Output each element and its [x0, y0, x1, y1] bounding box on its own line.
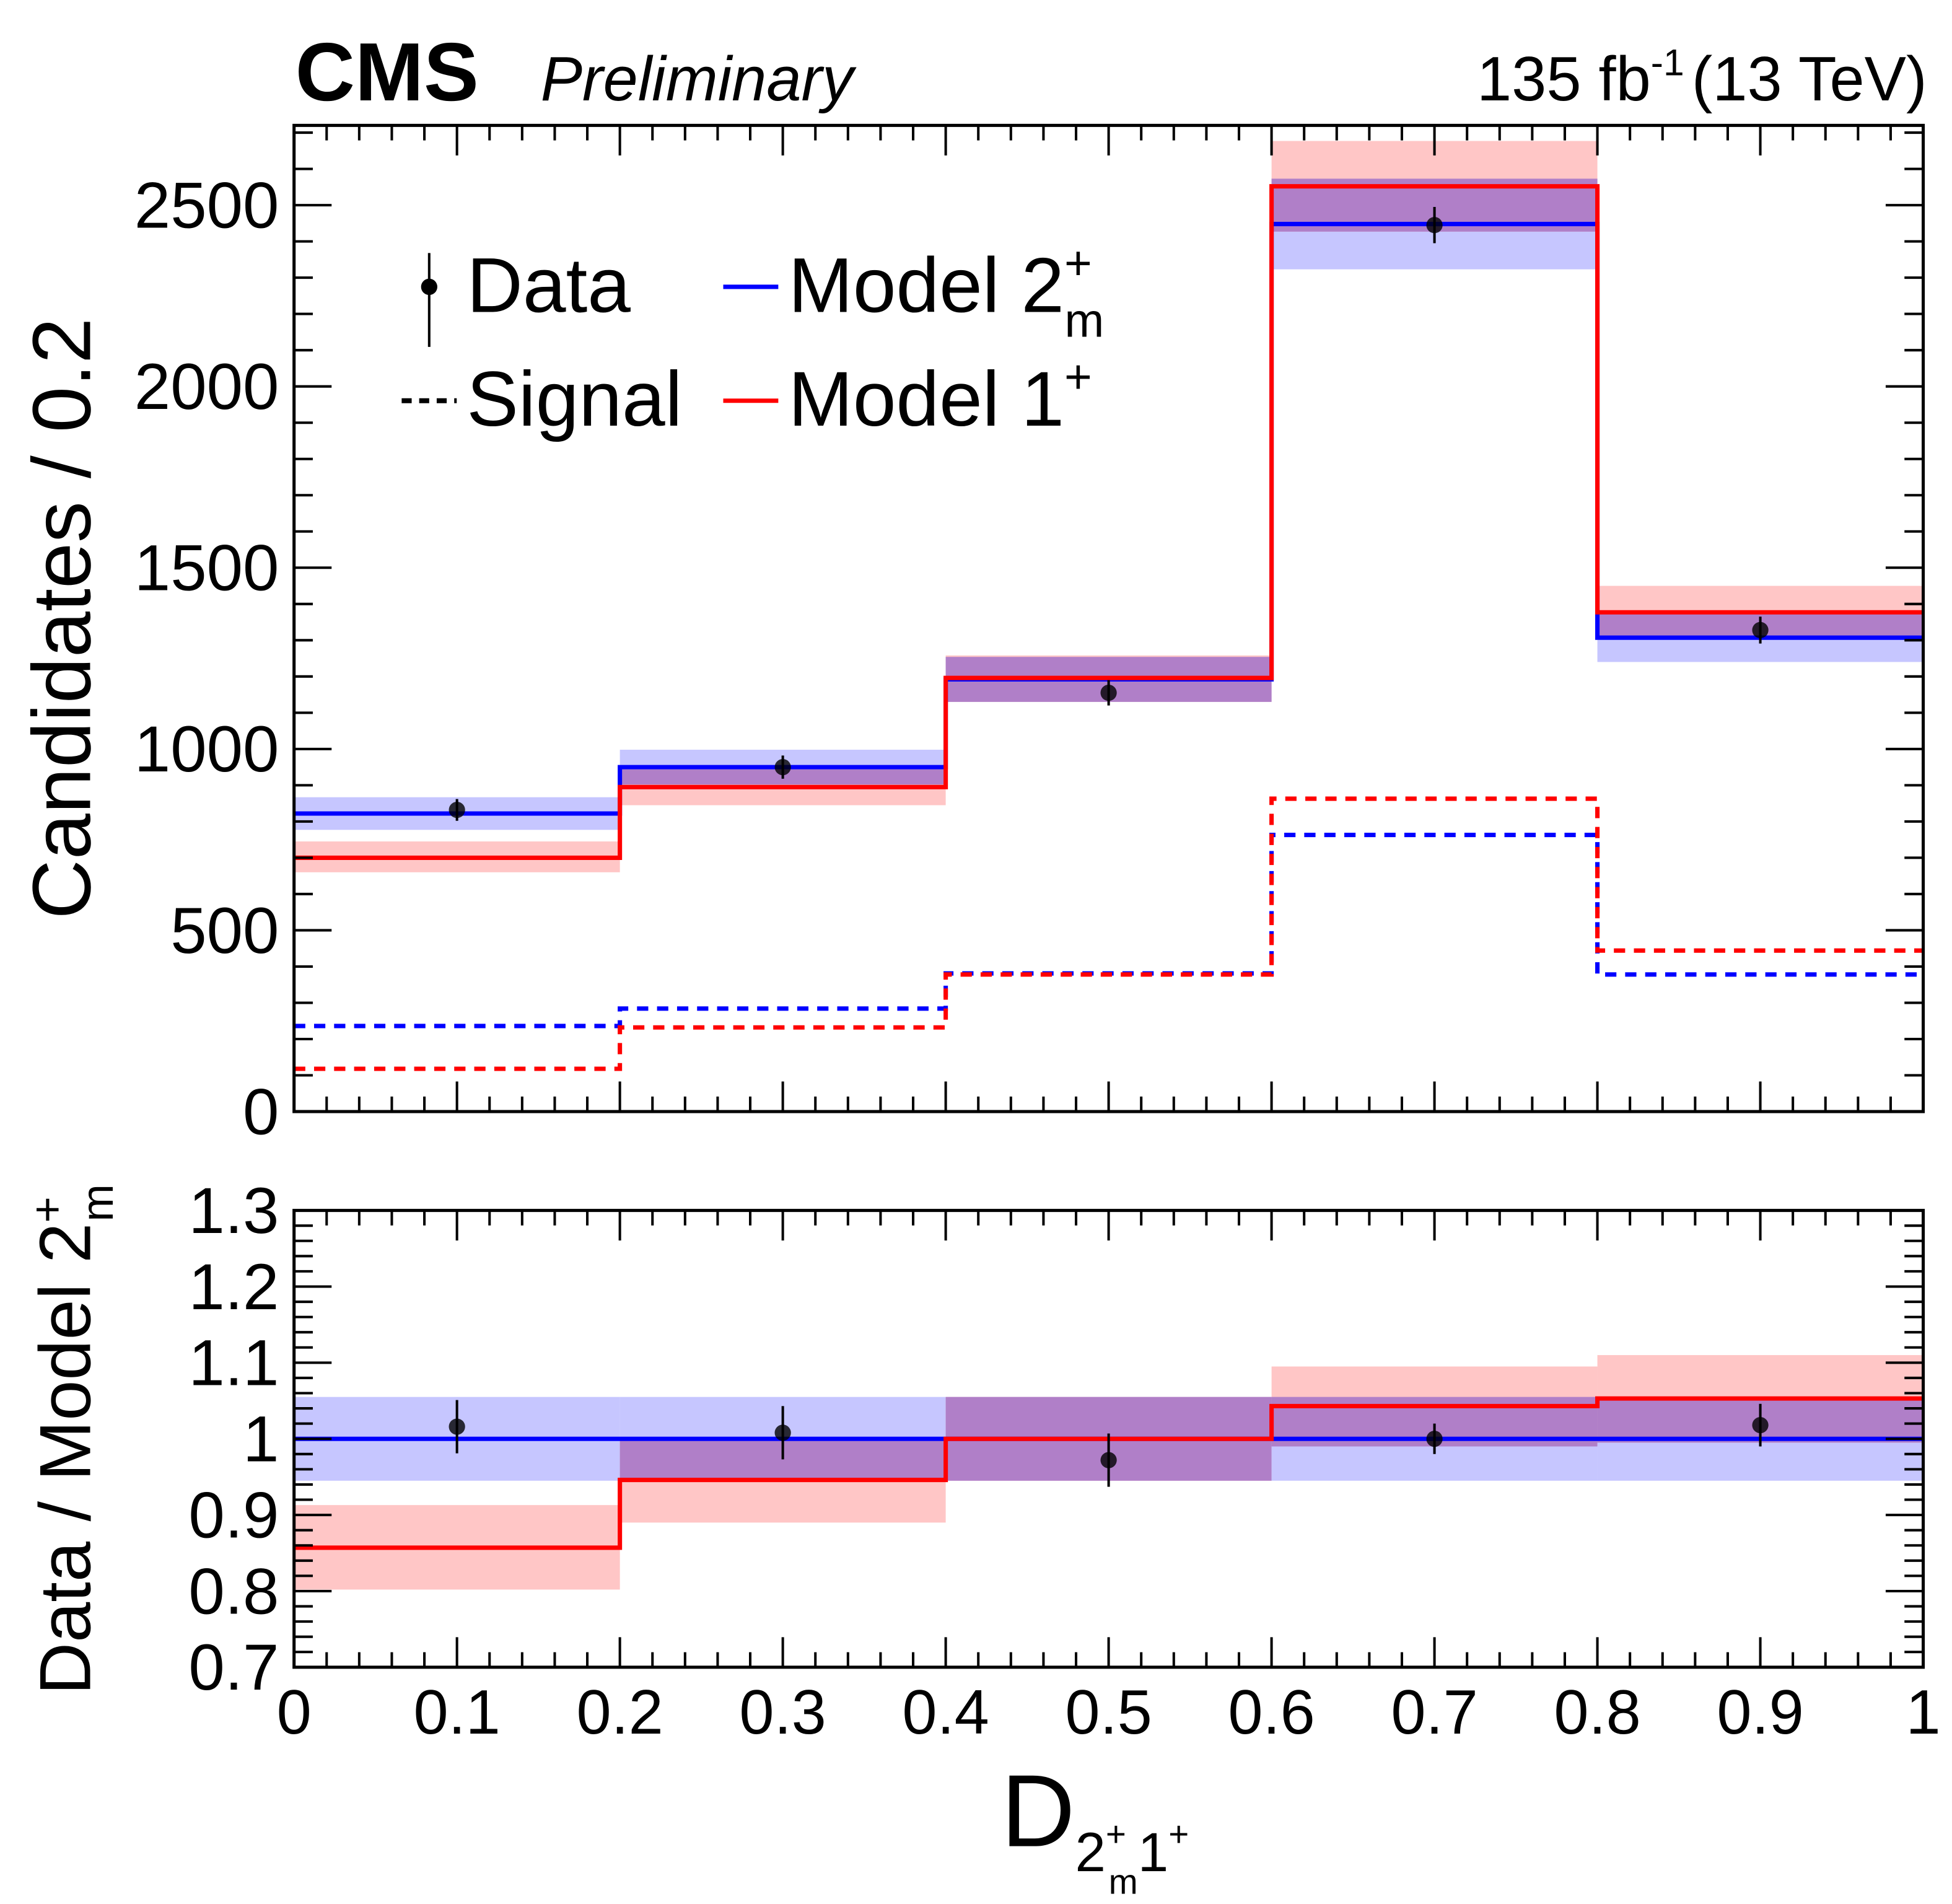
main-y-tick-label: 1000 — [134, 713, 279, 786]
x-tick-label: 0 — [277, 1678, 312, 1747]
preliminary-label: Preliminary — [541, 45, 857, 114]
main-y-tick-label: 2000 — [134, 351, 279, 423]
ratio-y-tick-label: 1.3 — [188, 1175, 279, 1247]
main-y-tick-label: 2500 — [134, 169, 279, 242]
main-signal_1-line — [294, 796, 1924, 1071]
x-tick-label: 1 — [1906, 1678, 1940, 1747]
x-tick-label: 0.7 — [1391, 1678, 1477, 1747]
cms-label: CMS — [295, 26, 479, 118]
legend-label-model_2m: Model 2+ m — [789, 237, 1105, 348]
ratio-y-tick-label: 0.9 — [188, 1479, 279, 1551]
x-tick-label: 0.4 — [902, 1678, 989, 1747]
main-data-point — [449, 802, 465, 818]
ratio-data-point — [1426, 1431, 1443, 1447]
main-y-tick-label: 0 — [243, 1076, 279, 1148]
main-data-point — [1100, 685, 1117, 701]
x-tick-label: 0.5 — [1065, 1678, 1152, 1747]
ratio-data-point — [774, 1424, 791, 1441]
x-tick-label: 0.9 — [1717, 1678, 1803, 1747]
x-tick-label: 0.8 — [1554, 1678, 1640, 1747]
main-y-axis-label: Candidates / 0.2 — [15, 318, 108, 919]
ratio-y-tick-label: 0.7 — [188, 1631, 279, 1704]
main-data-point — [1752, 621, 1769, 639]
x-axis-label: D2+ m1+ — [1001, 1754, 1189, 1902]
ratio-y-axis-label: Data / Model 2+m — [22, 1184, 123, 1695]
x-tick-label: 0.2 — [576, 1678, 663, 1747]
ratio-data-point — [449, 1418, 465, 1435]
legend-label-model_1: Model 1+ — [789, 351, 1092, 443]
ratio-y-tick-label: 0.8 — [188, 1555, 279, 1628]
ratio-y-tick-label: 1.2 — [188, 1251, 279, 1323]
ratio-data-point — [1752, 1416, 1769, 1434]
x-tick-label: 0.6 — [1228, 1678, 1315, 1747]
main-data-point — [774, 758, 791, 776]
legend-label-signal: Signal — [466, 356, 682, 442]
legend-data-marker — [421, 278, 437, 296]
ratio-y-tick-label: 1 — [243, 1403, 279, 1476]
main-y-tick-label: 1500 — [134, 532, 279, 605]
ratio-data-point — [1100, 1452, 1117, 1468]
lumi-label: 135 fb-1 (13 TeV) — [1477, 42, 1927, 114]
x-tick-label: 0.1 — [413, 1678, 500, 1747]
x-tick-label: 0.3 — [739, 1678, 826, 1747]
main-y-tick-label: 500 — [170, 895, 279, 967]
legend-label-data: Data — [466, 242, 631, 328]
main-model_1-line — [294, 184, 1924, 860]
ratio-y-tick-label: 1.1 — [188, 1327, 279, 1400]
main-data-point — [1426, 217, 1443, 234]
